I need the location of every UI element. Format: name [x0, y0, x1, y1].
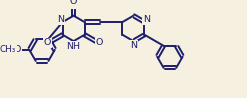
Text: N: N — [57, 15, 64, 24]
Text: CH₃: CH₃ — [0, 45, 16, 54]
Text: O: O — [44, 38, 51, 47]
Text: O: O — [70, 0, 77, 6]
Text: O: O — [14, 45, 21, 54]
Text: N: N — [130, 41, 137, 50]
Text: O: O — [96, 38, 103, 47]
Text: N: N — [143, 15, 150, 24]
Text: NH: NH — [67, 42, 81, 50]
